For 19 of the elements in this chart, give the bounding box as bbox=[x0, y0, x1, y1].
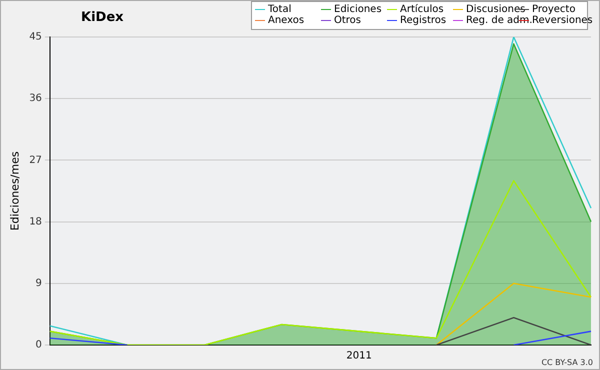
y-tick-label: 0 bbox=[36, 340, 42, 351]
y-tick-label: 9 bbox=[36, 278, 42, 289]
legend-label: Discusiones bbox=[466, 4, 526, 16]
legend-label: Total bbox=[267, 4, 292, 16]
legend-label: Proyecto bbox=[532, 4, 576, 16]
y-tick-label: 45 bbox=[29, 32, 42, 43]
legend-label: Reversiones bbox=[532, 15, 593, 26]
legend-label: Otros bbox=[334, 15, 362, 26]
legend-label: Anexos bbox=[268, 15, 304, 26]
y-tick-label: 18 bbox=[29, 216, 42, 228]
legend-label: Registros bbox=[400, 15, 446, 26]
text: 2011 bbox=[346, 350, 372, 362]
y-tick-label: 27 bbox=[29, 154, 42, 166]
text: CC BY-SA 3.0 bbox=[541, 358, 593, 368]
legend-label: Artículos bbox=[400, 4, 444, 16]
legend-label: Ediciones bbox=[334, 4, 382, 16]
y-axis-title: Ediciones/mes bbox=[8, 151, 22, 231]
chart-title: KiDex bbox=[81, 10, 124, 25]
y-tick-label: 36 bbox=[29, 93, 42, 104]
